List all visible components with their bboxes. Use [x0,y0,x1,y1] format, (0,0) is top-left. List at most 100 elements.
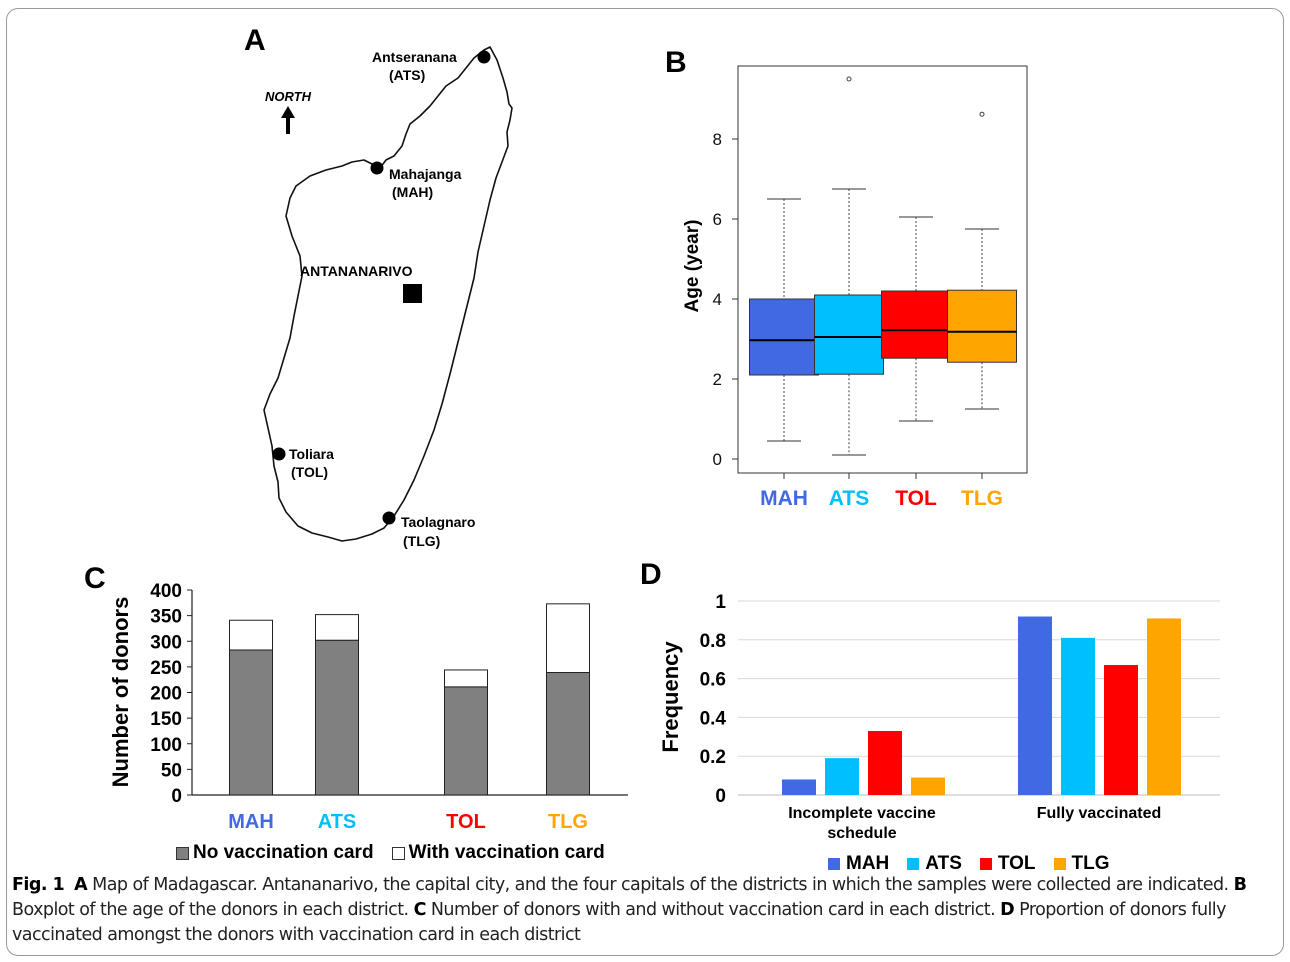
y-tick-label: 350 [150,607,182,628]
outlier-point [846,76,852,82]
panel-label-a: A [244,24,266,57]
y-tick-label: 0 [171,786,182,807]
x-category-label: ATS [318,811,357,833]
city-marker-tol [272,447,286,461]
bar-with-card-ats [315,614,359,641]
panel-label-b: B [665,46,687,79]
city-code-tol: (TOL) [291,464,328,480]
city-marker-ats [477,50,491,64]
madagascar-outline [263,46,513,542]
legend-label-ats: ATS [925,853,962,874]
bar-with-card-mah [229,619,273,651]
x-category-label: TLG [548,811,588,833]
bar-with-card-tol [444,669,488,688]
panel-label-d: D [640,558,662,591]
legend-swatch-no-card [176,846,189,860]
x-category-label: ATS [829,487,869,510]
capital-marker [403,284,422,303]
bar-mah [1018,616,1052,795]
y-tick-label: 100 [150,735,182,756]
y-tick-label: 4 [713,290,722,309]
x-category-label: Fully vaccinated [1037,805,1162,822]
y-tick-label: 0 [713,450,722,469]
x-category-label: TOL [446,811,486,833]
y-tick-label: 2 [713,370,722,389]
caption-text-d: Proportion of donors fully vaccinated am… [12,900,1226,945]
y-tick-label: 1 [715,592,726,613]
caption-letter-a: A [74,875,88,895]
legend-swatch-tol [979,858,992,870]
x-category-label: Incomplete vaccine [788,805,936,822]
outlier-point [979,111,985,117]
caption-letter-d: D [1000,900,1015,920]
bar-ats [1061,637,1095,795]
city-code-tlg: (TLG) [403,533,440,549]
x-category-label: TLG [961,487,1003,510]
city-name-mah: Mahajanga [389,166,462,182]
legend-c: No vaccination card With vaccination car… [176,842,605,864]
panel-label-c: C [84,562,106,595]
y-tick-label: 8 [713,130,722,149]
legend-label-tlg: TLG [1071,853,1110,874]
caption-letter-c: C [413,900,427,920]
y-axis-label: Number of donors [108,597,133,788]
bar-tol [1104,665,1138,795]
y-tick-label: 0.4 [700,708,727,729]
bar-no-card-tlg [546,672,590,796]
legend-swatch-with-card [391,846,405,860]
y-tick-label: 0.8 [700,631,726,652]
city-name-ats: Antseranana [372,49,457,65]
bar-no-card-ats [315,639,359,796]
boxplot-chart: Age (year) 0 2 4 6 8 MAH ATS TOL TLG [682,65,1028,510]
capital-label: ANTANANARIVO [300,263,413,279]
x-category-label: MAH [228,811,274,833]
box-mah [749,298,819,376]
y-tick-label: 250 [150,658,182,679]
north-arrow-icon [281,106,295,134]
city-name-tol: Toliara [289,446,334,462]
y-tick-label: 150 [150,709,182,730]
box-tlg [947,289,1017,363]
city-marker-tlg [382,511,396,525]
legend-swatch-tlg [1053,858,1066,870]
bar-tlg [911,777,945,795]
legend-label-mah: MAH [846,853,890,874]
madagascar-map: NORTH Antseranana (ATS) Mahajanga (MAH) … [263,46,513,549]
caption-letter-b: B [1233,875,1247,895]
north-label: NORTH [265,89,312,104]
legend-swatch-ats [907,858,920,870]
legend-d: MAH ATS TOL TLG [828,853,1110,875]
bar-mah [782,779,816,795]
caption-text-a: Map of Madagascar. Antananarivo, the cap… [87,875,1234,895]
y-axis-label: Frequency [658,641,683,753]
bar-with-card-tlg [546,603,590,674]
legend-label-tol: TOL [997,853,1036,874]
y-tick-label: 6 [713,210,722,229]
box-tol [881,290,951,359]
y-axis-label: Age (year) [682,220,703,313]
legend-swatch-mah [828,858,840,870]
x-category-label: schedule [827,825,896,842]
stacked-bar-chart: Number of donors 0 50 100 150 200 250 300 350 40… [108,581,628,833]
caption-text-b: Boxplot of the age of the donors in each… [12,900,414,920]
x-category-label: MAH [760,487,808,510]
city-code-ats: (ATS) [389,67,425,83]
figure-caption: Fig. 1 A Map of Madagascar. Antananarivo… [12,873,1274,948]
x-category-label: TOL [895,487,937,510]
legend-label-with-card: With vaccination card [408,842,605,863]
y-tick-label: 400 [150,581,182,602]
y-tick-label: 200 [150,684,182,705]
bar-tol [868,730,902,795]
caption-fig-label: Fig. 1 [12,875,65,895]
y-tick-label: 300 [150,632,182,653]
y-tick-label: 0 [715,786,726,807]
figure-frame [6,8,1284,956]
bar-tlg [1147,618,1181,795]
city-code-mah: (MAH) [392,184,433,200]
y-tick-label: 50 [161,760,182,781]
city-marker-mah [370,161,384,175]
city-name-tlg: Taolagnaro [401,514,475,530]
legend-label-no-card: No vaccination card [193,842,374,863]
y-tick-label: 0.2 [700,747,726,768]
plot-frame [737,65,1028,474]
